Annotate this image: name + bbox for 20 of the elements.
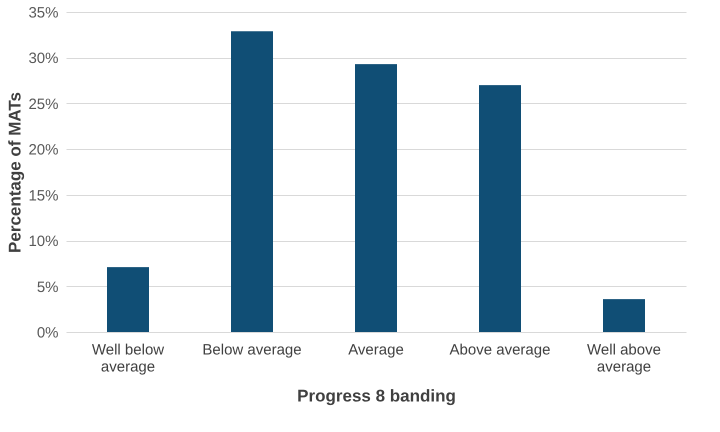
y-axis-title: Percentage of MATs — [5, 92, 24, 253]
y-tick-label: 20% — [28, 142, 58, 159]
x-axis-title: Progress 8 banding — [297, 386, 456, 406]
bar — [231, 31, 273, 332]
x-tick-label: Well above average — [587, 342, 661, 376]
x-tick-label: Below average — [202, 342, 302, 358]
x-tick-label: Average — [348, 342, 404, 358]
y-tick-label: 30% — [28, 50, 58, 68]
x-tick-label: Above average — [450, 342, 550, 358]
bar — [107, 267, 149, 332]
y-tick-label: 15% — [28, 187, 58, 204]
y-tick-label: 35% — [28, 4, 58, 22]
bar — [603, 299, 645, 332]
y-tick-label: 25% — [28, 96, 58, 113]
bar — [479, 85, 521, 332]
x-tick-label: Well below average — [92, 342, 164, 376]
bar — [355, 64, 397, 332]
y-tick-label: 5% — [36, 278, 58, 296]
y-tick-label: 10% — [28, 233, 58, 250]
y-tick-label: 0% — [36, 324, 58, 342]
